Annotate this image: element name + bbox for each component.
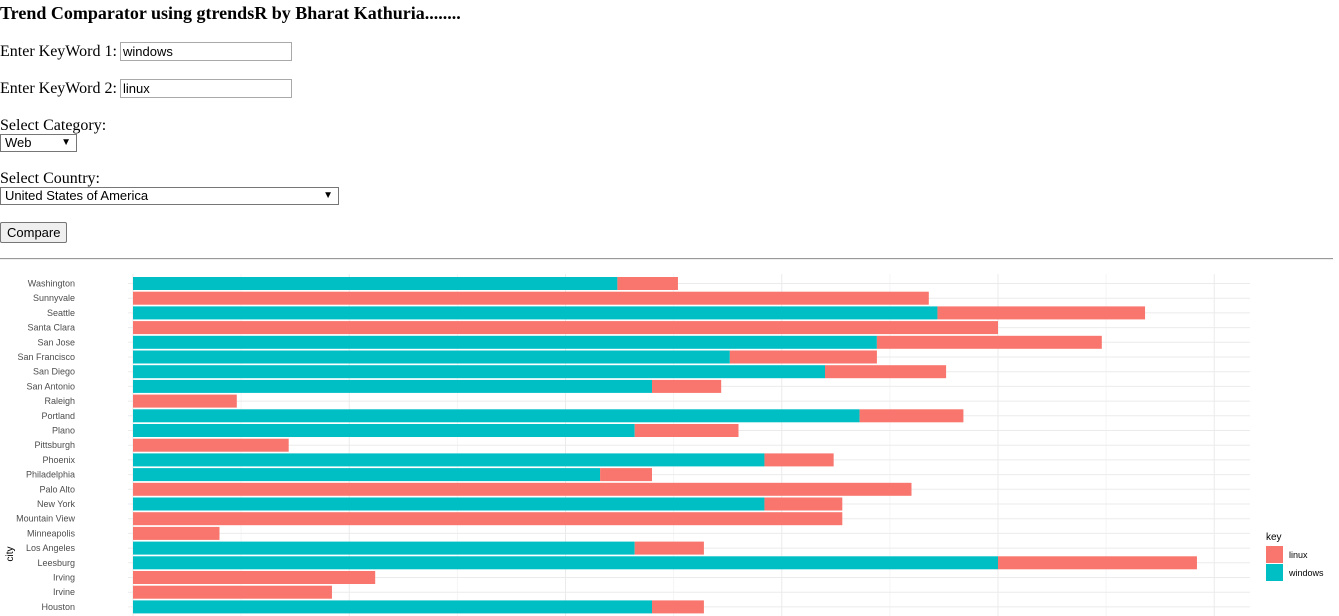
bar-linux [825, 365, 947, 379]
bar-linux [133, 585, 332, 599]
divider [0, 258, 1333, 260]
country-select[interactable]: United States of America ▼ [0, 187, 339, 205]
y-tick-label: Raleigh [44, 396, 75, 406]
y-tick-label: Plano [52, 426, 75, 436]
keyword2-label: Enter KeyWord 2: [0, 80, 117, 97]
category-select[interactable]: Web ▼ [0, 134, 77, 152]
y-tick-label: Los Angeles [26, 543, 76, 553]
bar-linux [764, 497, 843, 511]
trend-chart: Washington Sunnyvale Seattle Santa Clara San… [5, 274, 1324, 616]
country-label: Select Country: [0, 170, 100, 187]
bar-linux [133, 482, 912, 496]
bar-linux [133, 394, 237, 408]
bar-windows [133, 453, 765, 467]
bar-windows [133, 277, 618, 290]
keyword1-label: Enter KeyWord 1: [0, 43, 117, 60]
y-tick-label: Seattle [47, 308, 75, 318]
bar-linux [859, 409, 964, 423]
bar-windows [133, 379, 652, 393]
bar-windows [133, 335, 877, 349]
bar-windows [133, 556, 998, 570]
y-tick-label: Irvine [53, 587, 75, 597]
bar-linux [600, 468, 652, 482]
bar-linux [937, 306, 1146, 320]
y-tick-label: Pittsburgh [34, 440, 75, 450]
category-label: Select Category: [0, 117, 107, 134]
y-tick-label: San Francisco [17, 352, 75, 362]
bar-windows [133, 409, 860, 423]
y-axis-label: city [5, 547, 16, 562]
chevron-down-icon: ▼ [323, 190, 333, 201]
y-tick-label: Washington [28, 279, 75, 289]
y-tick-label: San Diego [33, 367, 75, 377]
bar-linux [617, 277, 678, 290]
bar-linux [652, 379, 722, 393]
y-tick-label: San Jose [37, 337, 75, 347]
y-tick-label: New York [37, 499, 76, 509]
legend-label-windows: windows [1288, 568, 1324, 578]
bar-linux [729, 350, 877, 364]
legend-label-linux: linux [1289, 550, 1308, 560]
bar-windows [133, 468, 601, 482]
legend-swatch-linux [1266, 546, 1283, 563]
keyword2-input[interactable] [120, 79, 292, 98]
bar-linux [133, 526, 220, 540]
bar-linux [876, 335, 1102, 349]
legend-swatch-windows [1266, 564, 1283, 581]
bar-windows [133, 541, 635, 555]
keyword1-input[interactable] [120, 42, 292, 61]
chevron-down-icon: ▼ [61, 137, 71, 148]
y-tick-label: Portland [41, 411, 75, 421]
bar-linux [634, 424, 739, 437]
bar-linux [634, 541, 704, 555]
y-tick-label: Philadelphia [26, 470, 75, 480]
bar-windows [133, 365, 825, 379]
bar-linux [133, 438, 289, 452]
compare-button[interactable]: Compare [0, 222, 68, 243]
bar-linux [998, 556, 1197, 570]
category-select-value: Web [5, 135, 32, 150]
legend-title: key [1266, 532, 1282, 543]
y-tick-label: Sunnyvale [33, 293, 75, 303]
bar-linux [133, 321, 998, 335]
y-tick-label: Mountain View [16, 514, 75, 524]
bar-windows [133, 306, 938, 320]
page-title: Trend Comparator using gtrendsR by Bhara… [0, 3, 461, 23]
y-tick-label: Leesburg [37, 558, 75, 568]
y-tick-label: Houston [41, 602, 75, 612]
y-tick-label: San Antonio [26, 381, 75, 391]
bar-linux [764, 453, 834, 467]
bar-windows [133, 497, 765, 511]
bar-windows [133, 600, 652, 614]
y-tick-label: Santa Clara [27, 323, 75, 333]
bar-windows [133, 350, 730, 364]
y-tick-label: Phoenix [42, 455, 75, 465]
country-select-value: United States of America [5, 188, 149, 203]
bar-windows [133, 424, 635, 437]
y-tick-label: Minneapolis [27, 528, 76, 538]
bar-linux [133, 291, 929, 305]
bar-linux [133, 571, 376, 584]
y-tick-label: Palo Alto [39, 484, 75, 494]
y-tick-label: Irving [53, 573, 75, 583]
bar-linux [652, 600, 704, 614]
bar-linux [133, 512, 843, 526]
